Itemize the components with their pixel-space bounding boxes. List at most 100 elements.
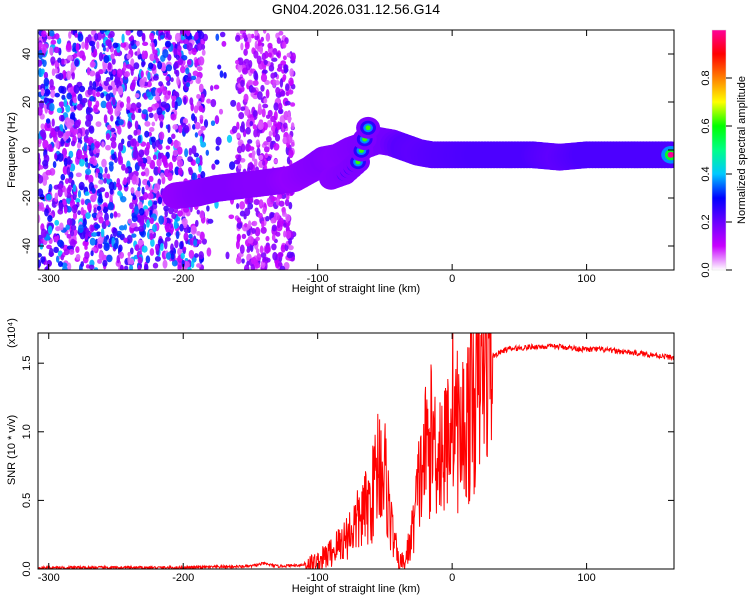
spectrogram-cell xyxy=(219,31,226,38)
spectrogram-cell xyxy=(193,105,199,114)
spectrogram-cell xyxy=(86,67,91,76)
spectrogram-cell xyxy=(260,36,264,42)
spectrogram-cell xyxy=(210,85,214,92)
y-tick-label: 0 xyxy=(21,147,33,153)
spectrogram-cell xyxy=(141,186,145,195)
spectrogram-cell xyxy=(231,125,238,134)
spectrogram-cell xyxy=(41,30,47,38)
spectrogram-cell xyxy=(115,182,121,188)
spectrogram-cell xyxy=(89,157,95,165)
spectrogram-cell xyxy=(200,125,206,131)
spectrogram-cell xyxy=(142,192,149,200)
spectrogram-cell xyxy=(187,156,193,163)
spectrogram-cell xyxy=(77,210,82,216)
spectrogram-cell xyxy=(247,139,253,144)
x-tick-label: -300 xyxy=(38,572,60,584)
spectrogram-cell xyxy=(102,64,107,73)
spectrogram-cell xyxy=(141,60,145,68)
spectrogram-cell xyxy=(64,178,69,185)
spectrogram-cell xyxy=(91,187,96,194)
spectrogram-cell xyxy=(43,104,47,109)
spectrogram-cell xyxy=(178,124,183,134)
spectrogram-cell xyxy=(67,155,71,166)
spectrogram-cell xyxy=(161,155,168,164)
spectrogram-cell xyxy=(111,153,116,161)
spectrogram-cell xyxy=(99,187,106,193)
spectrogram-cell xyxy=(168,207,174,215)
spectrogram-cell xyxy=(105,144,112,151)
x-tick-label: 100 xyxy=(577,572,595,584)
spectrogram-cell xyxy=(226,134,233,143)
spectrogram-cell xyxy=(143,263,149,270)
spectrogram-cell xyxy=(280,244,286,253)
spectrogram-cell xyxy=(134,93,140,99)
snr-x-label: Height of straight line (km) xyxy=(292,583,420,595)
spectrogram-cell xyxy=(144,167,150,177)
spectrogram-cell xyxy=(53,184,60,190)
spectrogram-cell xyxy=(259,199,263,207)
spectrogram-cell xyxy=(215,33,220,42)
spectrogram-cell xyxy=(154,256,161,262)
colorbar-frame xyxy=(711,29,727,271)
spectrogram-cell xyxy=(279,265,286,270)
spectrogram-cell xyxy=(141,50,146,60)
spectrogram-cell xyxy=(189,97,194,106)
spectrogram-cell xyxy=(278,252,284,258)
spectrogram-cell xyxy=(95,91,101,98)
spectrogram-cell xyxy=(173,61,179,69)
spectrogram-cell xyxy=(286,116,292,122)
spectrogram-cell xyxy=(97,258,103,264)
spectrogram-cell xyxy=(73,53,77,59)
spectrogram-cell xyxy=(133,129,138,136)
spectrogram-cell xyxy=(167,34,172,41)
spectrogram-cell xyxy=(54,126,60,132)
spectrogram-cell xyxy=(167,90,172,96)
spectrogram-cell xyxy=(102,46,107,52)
spectrogram-cell xyxy=(120,41,127,48)
spectrogram-cell xyxy=(149,32,155,41)
spectrogram-cell xyxy=(230,99,237,107)
spectrogram-cell xyxy=(196,231,201,236)
spectrogram-cell xyxy=(117,142,124,152)
spectrogram-cell xyxy=(111,58,116,65)
spectrogram-cell xyxy=(290,122,295,130)
spectrogram-cell xyxy=(126,96,131,104)
spectrogram-cell xyxy=(262,160,266,166)
spectrogram-cell xyxy=(121,163,126,171)
spectrogram-cell xyxy=(221,40,227,47)
colorbar-gradient xyxy=(712,30,726,270)
spectrogram-cell xyxy=(157,60,163,70)
y-tick-label: 20 xyxy=(21,96,33,108)
spectrogram-cell xyxy=(150,136,156,143)
spectrogram-cell xyxy=(147,200,153,207)
spectrogram-cell xyxy=(92,193,97,201)
spectrogram-cell xyxy=(160,242,164,252)
spectrogram-cell xyxy=(76,142,81,149)
spectrogram-cell xyxy=(285,83,290,91)
spectrogram-cell xyxy=(107,85,113,91)
spectrogram-cell xyxy=(194,121,201,130)
spectrogram-cell xyxy=(191,172,198,181)
spectrogram-cell xyxy=(252,124,257,130)
spectrogram-cell xyxy=(243,214,247,220)
spectrogram-cell xyxy=(290,141,295,147)
spectrogram-cell xyxy=(134,205,140,215)
spectrogram-cell xyxy=(198,251,204,260)
spectrogram-cell xyxy=(84,157,88,163)
spectrogram-cell xyxy=(152,75,159,81)
spectrogram-cell xyxy=(283,230,287,238)
spectrogram-cell xyxy=(271,243,277,251)
spectrogram-cell xyxy=(92,80,97,91)
spectrogram-cell xyxy=(174,239,179,249)
spectrogram-cell xyxy=(46,259,52,267)
spectrogram-cell xyxy=(103,55,110,64)
spectrogram-cell xyxy=(141,162,146,170)
spectrogram-cell xyxy=(39,165,44,170)
spectrogram-cell xyxy=(105,219,110,226)
spectrogram-cell xyxy=(63,206,68,214)
spectrogram-cell xyxy=(191,113,196,121)
spectrogram-cell xyxy=(201,49,206,56)
spectrogram-cell xyxy=(237,163,242,170)
spectrogram-cell xyxy=(96,205,102,211)
spectrogram-cell xyxy=(167,123,171,134)
